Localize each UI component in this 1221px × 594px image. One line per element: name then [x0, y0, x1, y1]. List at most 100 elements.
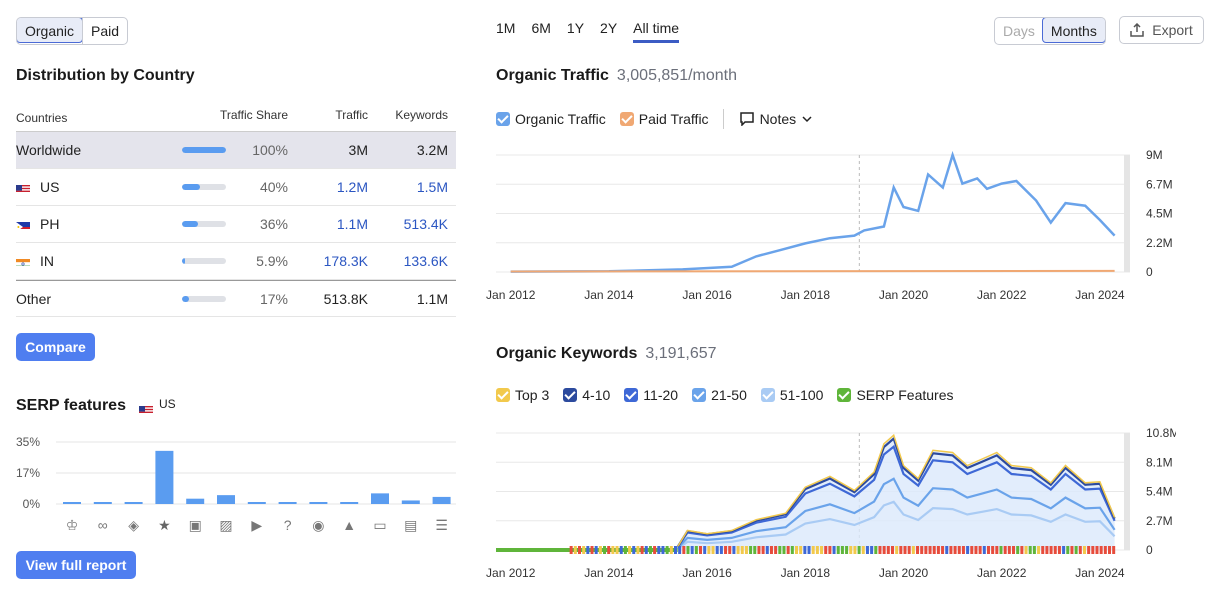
share-bar [182, 296, 226, 302]
serp-feature-marker [962, 546, 965, 554]
traffic-value: 513.8K [288, 291, 368, 307]
traffic-link[interactable]: 178.3K [288, 253, 368, 269]
serp-feature-marker [716, 546, 719, 554]
serp-feature-marker [570, 546, 573, 554]
diamond-icon[interactable]: ◈ [125, 516, 143, 534]
export-label: Export [1152, 22, 1192, 38]
legend-label: SERP Features [856, 387, 953, 403]
list-icon[interactable]: ☰ [433, 516, 451, 534]
legend-top3[interactable]: Top 3 [496, 387, 549, 403]
book-icon[interactable]: ▤ [402, 516, 420, 534]
serp-feature-marker [820, 546, 823, 554]
serp-feature-marker [899, 546, 902, 554]
x-tick-label: Jan 2022 [977, 288, 1027, 302]
comment-icon[interactable]: ▭ [371, 516, 389, 534]
notes-dropdown[interactable]: Notes [740, 111, 813, 127]
serp-bar[interactable] [402, 500, 420, 504]
serp-bar[interactable] [217, 495, 235, 504]
serp-bar[interactable] [340, 502, 358, 504]
traffic-link[interactable]: 1.1M [288, 216, 368, 232]
serp-feature-marker [970, 546, 973, 554]
period-6m[interactable]: 6M [531, 20, 550, 43]
view-full-report-button[interactable]: View full report [16, 551, 136, 579]
keywords-link[interactable]: 1.5M [368, 179, 448, 195]
serp-bar[interactable] [433, 497, 451, 504]
months-toggle[interactable]: Months [1042, 17, 1106, 43]
serp-feature-marker [603, 546, 606, 554]
y-tick-label: 10.8M [1146, 426, 1176, 440]
legend-organic-traffic[interactable]: Organic Traffic [496, 111, 606, 127]
period-2y[interactable]: 2Y [600, 20, 617, 43]
table-row-in[interactable]: IN 5.9% 178.3K 133.6K [16, 243, 456, 280]
serp-bar[interactable] [309, 502, 327, 504]
serp-bar[interactable] [63, 502, 81, 504]
checkbox-icon [496, 388, 510, 402]
serp-feature-marker [574, 546, 577, 554]
compare-button[interactable]: Compare [16, 333, 95, 361]
serp-bar[interactable] [125, 502, 143, 504]
share-bar-fill [182, 258, 185, 264]
us-flag-icon [16, 182, 30, 192]
legend-51-100[interactable]: 51-100 [761, 387, 824, 403]
serp-feature-marker [745, 546, 748, 554]
paid-toggle[interactable]: Paid [82, 18, 127, 44]
share-bar-fill [182, 147, 226, 153]
serp-feature-marker [1041, 546, 1044, 554]
legend-serp-features[interactable]: SERP Features [837, 387, 953, 403]
video-icon[interactable]: ▶ [248, 516, 266, 534]
country-table-header: Countries Traffic Share Traffic Keywords [16, 104, 456, 132]
gallery-icon[interactable]: ▨ [217, 516, 235, 534]
table-row-ph[interactable]: PH 36% 1.1M 513.4K [16, 206, 456, 243]
location-icon[interactable]: ◉ [309, 516, 327, 534]
legend-21-50[interactable]: 21-50 [692, 387, 747, 403]
serp-bar[interactable] [155, 451, 173, 504]
serp-feature-marker [937, 546, 940, 554]
serp-bar[interactable] [186, 499, 204, 504]
legend-4-10[interactable]: 4-10 [563, 387, 610, 403]
link-icon[interactable]: ∞ [94, 516, 112, 534]
checkbox-icon [761, 388, 775, 402]
serp-feature-marker [1000, 546, 1003, 554]
share-bar-fill [182, 221, 198, 227]
table-row-us[interactable]: US 40% 1.2M 1.5M [16, 169, 456, 206]
traffic-link[interactable]: 1.2M [288, 179, 368, 195]
days-toggle[interactable]: Days [995, 18, 1043, 44]
serp-bar[interactable] [279, 502, 297, 504]
graduation-icon[interactable]: ▲ [340, 516, 358, 534]
export-button[interactable]: Export [1119, 16, 1204, 44]
serp-bar[interactable] [248, 502, 266, 504]
serp-feature-marker [1079, 546, 1082, 554]
x-tick-label: Jan 2016 [682, 288, 732, 302]
serp-feature-marker [1104, 546, 1107, 554]
image-icon[interactable]: ▣ [186, 516, 204, 534]
period-1y[interactable]: 1Y [567, 20, 584, 43]
chevron-down-icon [802, 114, 812, 124]
period-1m[interactable]: 1M [496, 20, 515, 43]
serp-feature-marker [966, 546, 969, 554]
country-name: Other [16, 291, 51, 307]
period-all-time[interactable]: All time [633, 20, 679, 43]
star-icon[interactable]: ★ [155, 516, 173, 534]
x-tick-label: Jan 2024 [1075, 288, 1125, 302]
crown-icon[interactable]: ♔ [63, 516, 81, 534]
organic-keywords-value: 3,191,657 [645, 345, 716, 363]
serp-feature-marker [657, 546, 660, 554]
y-tick-label: 8.1M [1146, 455, 1173, 469]
serp-feature-marker [641, 546, 644, 554]
faq-icon[interactable]: ? [279, 516, 297, 534]
serp-feature-marker [645, 546, 648, 554]
legend-paid-traffic[interactable]: Paid Traffic [620, 111, 709, 127]
keywords-link[interactable]: 133.6K [368, 253, 448, 269]
legend-11-20[interactable]: 11-20 [624, 387, 678, 403]
y-tick-label: 0% [23, 497, 41, 511]
serp-bar[interactable] [371, 493, 389, 504]
serp-bar[interactable] [94, 502, 112, 504]
serp-feature-marker [636, 546, 639, 554]
country-name: Worldwide [16, 142, 81, 158]
serp-feature-marker [1112, 546, 1115, 554]
serp-feature-marker [983, 546, 986, 554]
table-row-worldwide[interactable]: Worldwide 100% 3M 3.2M [16, 132, 456, 169]
keywords-link[interactable]: 513.4K [368, 216, 448, 232]
serp-feature-marker [883, 546, 886, 554]
organic-toggle[interactable]: Organic [16, 17, 83, 43]
